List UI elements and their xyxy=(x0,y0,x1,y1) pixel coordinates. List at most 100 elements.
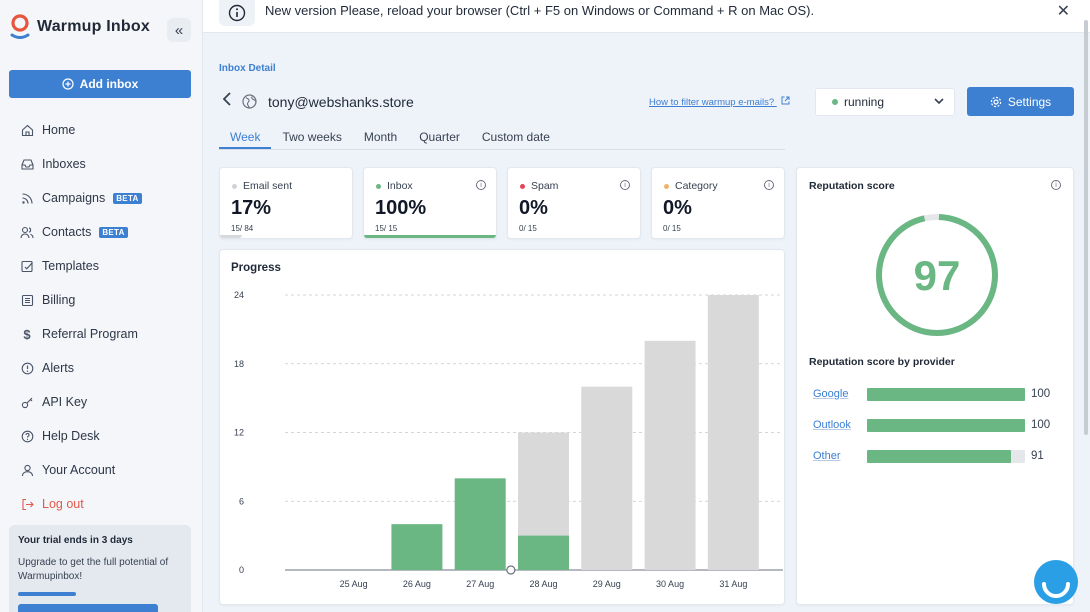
sidebar-item-your-account[interactable]: Your Account xyxy=(20,453,195,487)
sidebar-item-home[interactable]: Home xyxy=(20,113,195,147)
provider-bar-track xyxy=(867,387,1025,401)
stat-label-text: Inbox xyxy=(387,180,413,192)
stat-progress-bar xyxy=(220,235,243,238)
trial-progress-bar xyxy=(18,592,76,596)
chat-widget-button[interactable] xyxy=(1034,560,1078,604)
period-tabs: Week Two weeks Month Quarter Custom date xyxy=(219,126,785,150)
provider-bar-fill xyxy=(867,418,1025,432)
tab-quarter[interactable]: Quarter xyxy=(419,130,460,144)
x-tick-label: 31 Aug xyxy=(719,579,747,589)
provider-link-google[interactable]: Google xyxy=(813,388,849,400)
double-chevron-left-icon: « xyxy=(174,21,184,39)
reputation-title: Reputation score xyxy=(809,180,895,192)
stat-card-inbox: Inbox i 100% 15/ 15 xyxy=(363,167,497,239)
provider-score: 100 xyxy=(1031,419,1051,431)
status-select[interactable]: running xyxy=(815,88,955,116)
users-icon xyxy=(20,225,34,239)
help-icon xyxy=(20,429,34,443)
logout-icon xyxy=(20,497,34,511)
info-icon[interactable]: i xyxy=(620,180,630,190)
chat-icon xyxy=(1042,582,1070,598)
info-icon[interactable]: i xyxy=(476,180,486,190)
info-icon[interactable]: i xyxy=(1051,180,1061,190)
sidebar-item-templates[interactable]: Templates xyxy=(20,249,195,283)
provider-link-other[interactable]: Other xyxy=(813,450,841,462)
dollar-icon: $ xyxy=(23,326,31,342)
x-tick-label: 27 Aug xyxy=(466,579,494,589)
reputation-card: Reputation score i 97 Reputation score b… xyxy=(796,167,1074,605)
tab-custom-date[interactable]: Custom date xyxy=(481,130,550,144)
tab-week[interactable]: Week xyxy=(219,126,272,149)
globe-icon xyxy=(242,94,257,112)
tab-month[interactable]: Month xyxy=(363,130,398,144)
status-dot xyxy=(520,183,525,189)
stat-value: 100% xyxy=(375,197,427,219)
bar-total xyxy=(707,295,759,570)
stat-label: Inbox xyxy=(376,180,413,192)
breadcrumb[interactable]: Inbox Detail xyxy=(219,63,276,74)
provider-link-outlook[interactable]: Outlook xyxy=(813,419,851,431)
sidebar-item-inboxes[interactable]: Inboxes xyxy=(20,147,195,181)
sidebar-item-api-key[interactable]: API Key xyxy=(20,385,195,419)
provider-bar-track xyxy=(867,418,1025,432)
progress-card: Progress 0 6 12 18 24 25 Aug 26 Aug 27 Aug 28 Au… xyxy=(219,249,785,605)
provider-row-google: Google 100 xyxy=(813,386,1063,402)
trial-notice: Your trial ends in 3 days Upgrade to get… xyxy=(9,525,191,612)
filter-help-label: How to filter warmup e-mails? xyxy=(649,97,775,108)
x-tick-label: 25 Aug xyxy=(340,579,368,589)
rss-icon xyxy=(20,191,34,205)
bar-total xyxy=(644,340,696,570)
upgrade-button[interactable] xyxy=(18,604,158,612)
gear-icon xyxy=(990,96,1002,107)
sidebar-item-billing[interactable]: Billing xyxy=(20,283,195,317)
sidebar-item-campaigns[interactable]: Campaigns BETA xyxy=(20,181,195,215)
stat-label-text: Spam xyxy=(531,180,559,192)
provider-score: 91 xyxy=(1031,450,1044,462)
sidebar-item-referral-program[interactable]: $ Referral Program xyxy=(20,317,195,351)
tab-two-weeks[interactable]: Two weeks xyxy=(282,130,342,144)
trial-title: Your trial ends in 3 days xyxy=(18,535,133,546)
provider-score-title: Reputation score by provider xyxy=(809,356,955,368)
sidebar-item-label: Your Account xyxy=(42,463,116,477)
stat-label-text: Category xyxy=(675,180,718,192)
close-icon[interactable]: ✕ xyxy=(1056,3,1070,20)
beta-badge: BETA xyxy=(113,192,142,204)
stat-label: Category xyxy=(664,180,718,192)
status-dot xyxy=(376,183,381,189)
plus-circle-icon xyxy=(62,78,74,90)
page-scrollbar[interactable] xyxy=(1084,20,1088,435)
y-tick-label: 24 xyxy=(234,290,244,300)
stat-card-spam: Spam i 0% 0/ 15 xyxy=(507,167,641,239)
sidebar-item-contacts[interactable]: Contacts BETA xyxy=(20,215,195,249)
add-inbox-label: Add inbox xyxy=(79,77,139,91)
sidebar-item-label: Inboxes xyxy=(42,157,86,171)
sidebar-item-label: Home xyxy=(42,123,76,137)
sidebar-item-label: Billing xyxy=(42,293,76,307)
stat-label-text: Email sent xyxy=(243,180,293,192)
status-value: running xyxy=(844,95,885,109)
bar-total xyxy=(581,386,633,570)
sidebar-item-label: Templates xyxy=(42,259,99,273)
sidebar-item-label: API Key xyxy=(42,395,88,409)
provider-score: 100 xyxy=(1031,388,1051,400)
progress-title: Progress xyxy=(231,262,281,274)
back-arrow-icon[interactable] xyxy=(222,92,232,111)
sidebar-item-alerts[interactable]: Alerts xyxy=(20,351,195,385)
collapse-sidebar-button[interactable]: « xyxy=(167,18,191,42)
reputation-score: 97 xyxy=(914,252,961,299)
add-inbox-button[interactable]: Add inbox xyxy=(9,70,191,98)
filter-help-link[interactable]: How to filter warmup e-mails? xyxy=(649,96,790,108)
provider-bar-fill xyxy=(867,449,1011,463)
settings-button[interactable]: Settings xyxy=(967,87,1074,116)
stat-count: 0/ 15 xyxy=(663,224,681,233)
current-day-marker xyxy=(506,565,516,575)
home-icon xyxy=(20,123,34,137)
sidebar-item-log-out[interactable]: Log out xyxy=(20,487,195,521)
sidebar-item-help-desk[interactable]: Help Desk xyxy=(20,419,195,453)
logo[interactable]: Warmup Inbox xyxy=(9,14,150,40)
user-icon xyxy=(20,463,34,477)
stat-card-email-sent: Email sent 17% 15/ 84 xyxy=(219,167,353,239)
reputation-gauge-arc xyxy=(876,214,998,336)
beta-badge: BETA xyxy=(99,226,128,238)
info-icon[interactable]: i xyxy=(764,180,774,190)
